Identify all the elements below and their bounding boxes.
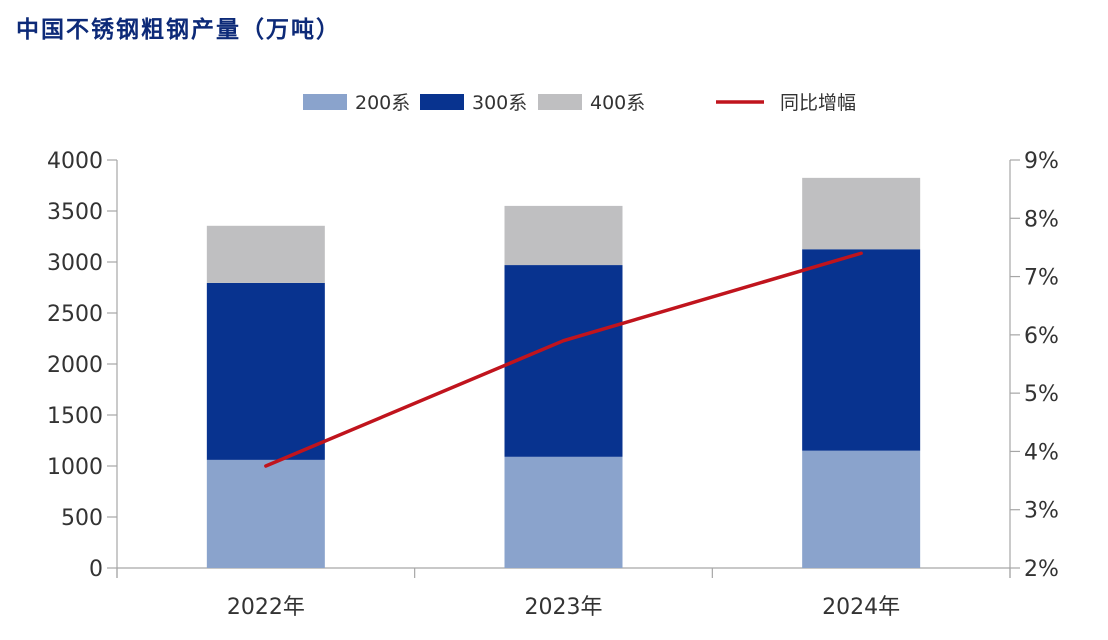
bar-segment (206, 459, 325, 568)
bar-stack (802, 177, 921, 568)
bar-segment (206, 225, 325, 283)
left-tick-label: 0 (89, 557, 103, 582)
legend-item: 200系 (303, 92, 410, 114)
bar-segment (206, 282, 325, 460)
right-tick-label: 7% (1024, 266, 1059, 291)
left-tick-label: 500 (61, 506, 103, 531)
legend-label: 200系 (355, 92, 410, 114)
right-tick-label: 6% (1024, 324, 1059, 349)
right-tick-label: 5% (1024, 382, 1059, 407)
x-category-label: 2023年 (525, 595, 603, 620)
legend-label: 同比增幅 (780, 92, 856, 114)
left-y-axis: 0 500 1000 1500 2000 2500 3000 3500 4000 (47, 149, 118, 582)
legend-label: 400系 (590, 92, 645, 114)
right-tick-label: 8% (1024, 207, 1059, 232)
right-tick-label: 3% (1024, 499, 1059, 524)
right-y-axis: 2% 3% 4% 5% 6% 7% 8% 9% (1009, 149, 1059, 582)
bar-stack (504, 205, 623, 568)
x-category-label: 2022年 (227, 595, 305, 620)
legend-swatch (303, 94, 347, 110)
bar-segment (504, 265, 623, 457)
legend: 200系 300系 400系 同比增幅 (303, 92, 856, 114)
left-tick-label: 3000 (47, 251, 103, 276)
left-tick-label: 2000 (47, 353, 103, 378)
right-tick-label: 2% (1024, 557, 1059, 582)
legend-label: 300系 (472, 92, 527, 114)
chart-title: 中国不锈钢粗钢产量（万吨） (16, 16, 341, 43)
bar-segment (504, 205, 623, 266)
legend-item: 300系 (420, 92, 527, 114)
legend-swatch (538, 94, 582, 110)
bar-segment (802, 450, 921, 568)
legend-item: 同比增幅 (716, 92, 856, 114)
x-axis: 2022年 2023年 2024年 (116, 567, 1011, 620)
yoy-growth-line (264, 251, 863, 468)
right-tick-label: 9% (1024, 149, 1059, 174)
left-tick-label: 3500 (47, 200, 103, 225)
bar-segment (504, 456, 623, 568)
left-tick-label: 1500 (47, 404, 103, 429)
x-category-label: 2024年 (822, 595, 900, 620)
left-tick-label: 2500 (47, 302, 103, 327)
bars (206, 177, 921, 568)
right-tick-label: 4% (1024, 440, 1059, 465)
bar-segment (802, 177, 921, 250)
legend-item: 400系 (538, 92, 645, 114)
left-tick-label: 1000 (47, 455, 103, 480)
left-tick-label: 4000 (47, 149, 103, 174)
legend-swatch (420, 94, 464, 110)
bar-segment (802, 249, 921, 451)
bar-stack (206, 225, 325, 568)
